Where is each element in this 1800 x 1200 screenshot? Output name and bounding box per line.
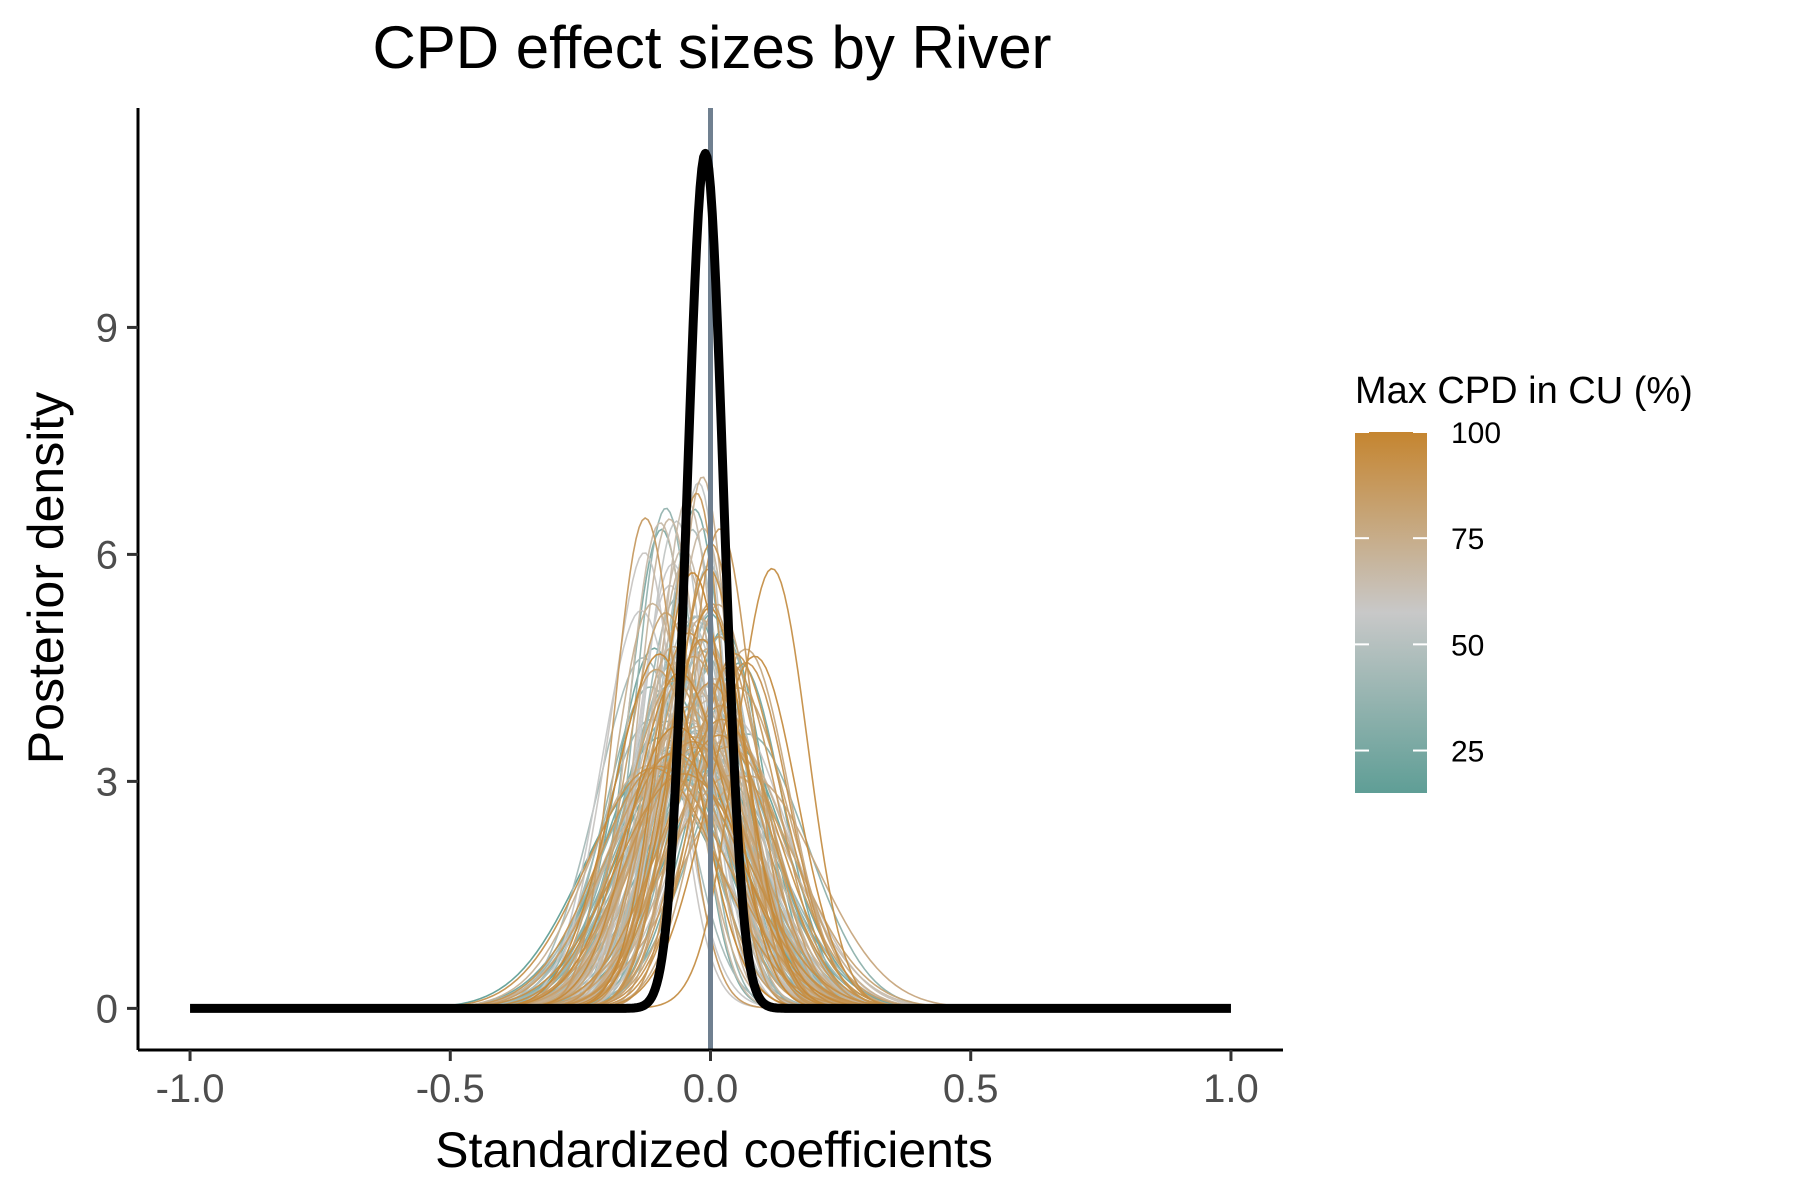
legend-ticks: 25 50 75 100 [1355,417,1501,769]
legend-tick-label: 75 [1451,523,1484,556]
x-axis-title: Standardized coefficients [435,1122,993,1178]
river-curves [367,476,1035,1010]
legend-colorbar [1355,432,1427,793]
legend-tick-label: 50 [1451,629,1484,662]
prior-curve [187,148,1234,1013]
y-tick-label: 0 [96,987,118,1031]
x-tick-label: 0.0 [683,1067,739,1111]
legend-title: Max CPD in CU (%) [1355,370,1693,412]
x-tick-label: -0.5 [416,1067,485,1111]
river-density-curve [448,725,921,1010]
y-tick-label: 3 [96,760,118,804]
chart-title: CPD effect sizes by River [372,14,1051,81]
river-density-curve [470,734,957,1010]
x-tick-label: 1.0 [1203,1067,1259,1111]
legend-tick-label: 25 [1451,736,1484,769]
y-tick-label: 6 [96,533,118,577]
legend-tick-label: 100 [1451,417,1501,450]
y-tick-label: 9 [96,306,118,350]
river-density-curve [542,572,847,1010]
y-axis-ticks: 0 3 6 9 [96,306,138,1031]
river-density-curve [422,751,945,1010]
river-density-curve [563,508,828,1010]
river-density-curve [527,638,888,1010]
plot-area [187,108,1234,1050]
x-tick-label: -1.0 [156,1067,225,1111]
x-axis-ticks: -1.0 -0.5 0.0 0.5 1.0 [156,1050,1259,1111]
x-tick-label: 0.5 [943,1067,999,1111]
y-axis-title: Posterior density [18,392,74,764]
legend: Max CPD in CU (%) 25 50 75 100 [1355,370,1693,793]
river-density-curve [539,606,872,1010]
river-density-curve [401,773,965,1010]
river-density-curve [462,653,841,1010]
river-density-curve [560,655,938,1010]
